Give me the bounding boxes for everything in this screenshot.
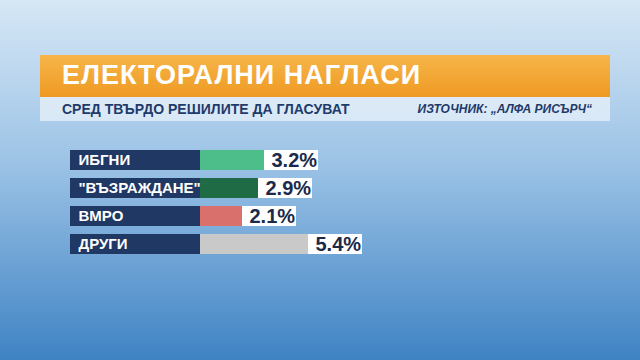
svg-text:ДРУГИ: ДРУГИ [79,235,128,252]
svg-text:5.4%: 5.4% [316,233,362,255]
html-text:ИЗТОЧНИК: „АЛФА РИСЪРЧ“: ИЗТОЧНИК: „АЛФА РИСЪРЧ“ [417,102,592,116]
html-text:ЕЛЕКТОРАЛНИ НАГЛАСИ: ЕЛЕКТОРАЛНИ НАГЛАСИ [62,60,422,90]
svg-text:2.9%: 2.9% [266,177,312,199]
svg-text:3.2%: 3.2% [272,149,318,171]
svg-text:2.1%: 2.1% [250,205,296,227]
svg-text:"ВЪЗРАЖДАНЕ": "ВЪЗРАЖДАНЕ" [79,179,201,196]
svg-text:ВМРО: ВМРО [79,207,124,224]
html-text:СРЕД ТВЪРДО РЕШИЛИТЕ ДА ГЛАСУВ: СРЕД ТВЪРДО РЕШИЛИТЕ ДА ГЛАСУВАТ [62,101,350,117]
svg-text:ИБГНИ: ИБГНИ [79,151,131,168]
